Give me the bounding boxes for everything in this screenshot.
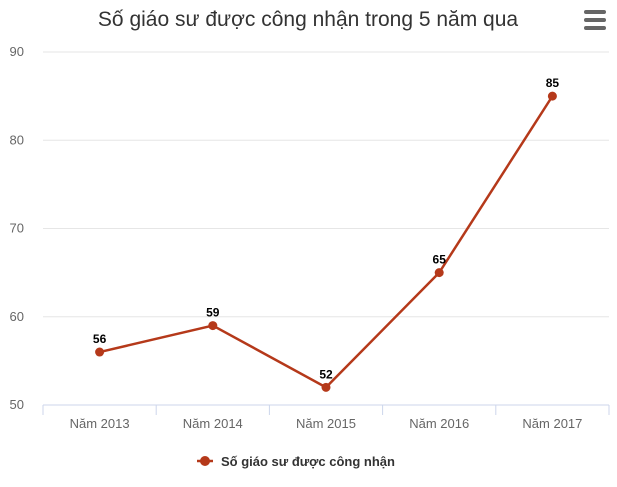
hamburger-menu-icon-bar [584,18,606,22]
legend-marker [200,456,210,466]
data-label: 52 [319,367,333,381]
legend[interactable]: Số giáo sư được công nhận [197,454,395,469]
data-point [95,347,105,357]
x-axis [42,404,610,415]
y-tick-label: 70 [10,221,24,236]
hamburger-menu-icon [584,10,606,14]
data-point [434,268,444,278]
y-tick-label: 80 [10,132,24,147]
x-tick-label: Năm 2013 [70,416,130,431]
data-label: 85 [546,76,560,90]
data-label: 65 [433,253,447,267]
chart-title: Số giáo sư được công nhận trong 5 năm qu… [98,8,518,31]
x-axis-labels: Năm 2013 Năm 2014 Năm 2015 Năm 2016 Năm 2017 [70,416,583,431]
y-tick-label: 90 [10,44,24,59]
y-tick-label: 60 [10,309,24,324]
hamburger-menu-icon-bar [584,26,606,30]
legend-label: Số giáo sư được công nhận [221,454,395,469]
data-point [321,382,331,392]
x-tick-label: Năm 2017 [522,416,582,431]
y-axis: 50 60 70 80 90 [10,44,24,412]
gridlines [43,51,609,318]
chart-menu-button[interactable] [582,10,608,34]
series-group: 56 59 52 65 85 [93,76,559,392]
data-label: 56 [93,332,107,346]
data-point [208,321,218,331]
x-tick-label: Năm 2014 [183,416,243,431]
y-tick-label: 50 [10,397,24,412]
x-tick-label: Năm 2015 [296,416,356,431]
data-label: 59 [206,306,220,320]
data-point [547,91,557,101]
x-tick-label: Năm 2016 [409,416,469,431]
